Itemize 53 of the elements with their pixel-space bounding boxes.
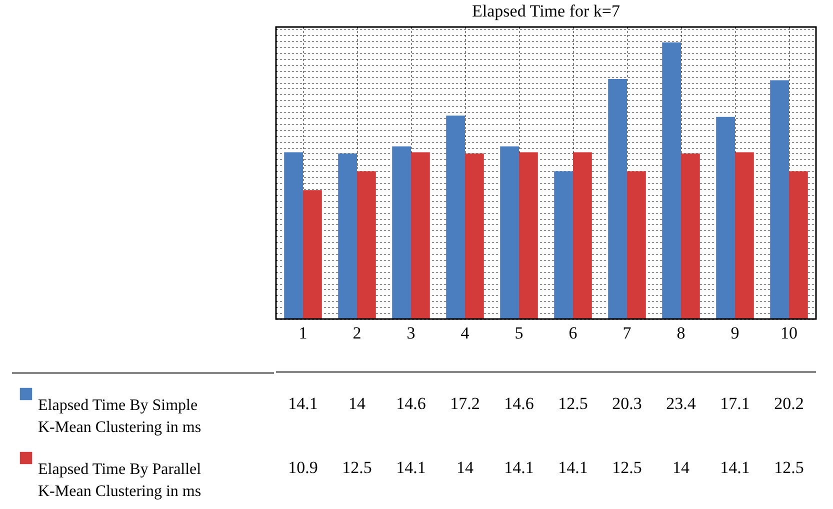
bar <box>573 152 592 319</box>
data-label: 23.4 <box>666 394 696 413</box>
bar <box>446 116 465 319</box>
data-label: 12.5 <box>774 458 804 477</box>
x-tick-label: 1 <box>298 324 308 342</box>
data-label: 12.5 <box>342 458 372 477</box>
bar <box>716 116 735 319</box>
data-label: 12.5 <box>612 458 642 477</box>
data-label: 12.5 <box>558 394 588 413</box>
data-label: 14 <box>672 458 690 477</box>
bar <box>554 171 573 319</box>
bar <box>411 152 430 319</box>
bar <box>789 171 808 319</box>
x-tick-label: 9 <box>730 324 740 342</box>
x-tick-label: 6 <box>568 324 578 342</box>
bar <box>519 152 538 319</box>
data-label: 14.1 <box>504 458 534 477</box>
bar <box>608 79 627 319</box>
x-tick-label: 7 <box>622 324 632 342</box>
x-tick-label: 4 <box>460 324 470 342</box>
x-tick-label: 2 <box>352 324 362 342</box>
data-label: 14.1 <box>396 458 426 477</box>
data-label: 17.2 <box>450 394 480 413</box>
data-label: 20.2 <box>774 394 804 413</box>
x-tick-label: 8 <box>676 324 686 342</box>
data-label: 14 <box>348 394 366 413</box>
bar <box>627 171 646 319</box>
bar <box>357 171 376 319</box>
x-tick-label: 3 <box>406 324 416 342</box>
data-label: 14.1 <box>558 458 588 477</box>
bar <box>770 80 789 319</box>
data-label: 14.1 <box>288 394 318 413</box>
data-label: 10.9 <box>288 458 318 477</box>
x-tick-label: 5 <box>514 324 524 342</box>
bar <box>500 146 519 319</box>
bar <box>465 153 484 319</box>
bar <box>392 146 411 319</box>
bar <box>284 152 303 319</box>
data-label: 17.1 <box>720 394 750 413</box>
bar <box>735 152 754 319</box>
data-label: 14.6 <box>504 394 534 413</box>
data-label: 20.3 <box>612 394 642 413</box>
legend-label: Elapsed Time By Simple K-Mean Clustering in ms <box>38 397 202 436</box>
bar <box>303 190 322 319</box>
x-tick-label: 10 <box>780 324 798 342</box>
data-label: 14 <box>456 458 474 477</box>
data-label: 14.6 <box>396 394 426 413</box>
bar <box>681 153 700 319</box>
bar <box>662 42 681 319</box>
bar <box>338 153 357 319</box>
data-label: 14.1 <box>720 458 750 477</box>
legend-label: Elapsed Time By Parallel K-Mean Clustering in ms <box>38 461 202 500</box>
chart-title: Elapsed Time for k=7 <box>472 1 620 20</box>
